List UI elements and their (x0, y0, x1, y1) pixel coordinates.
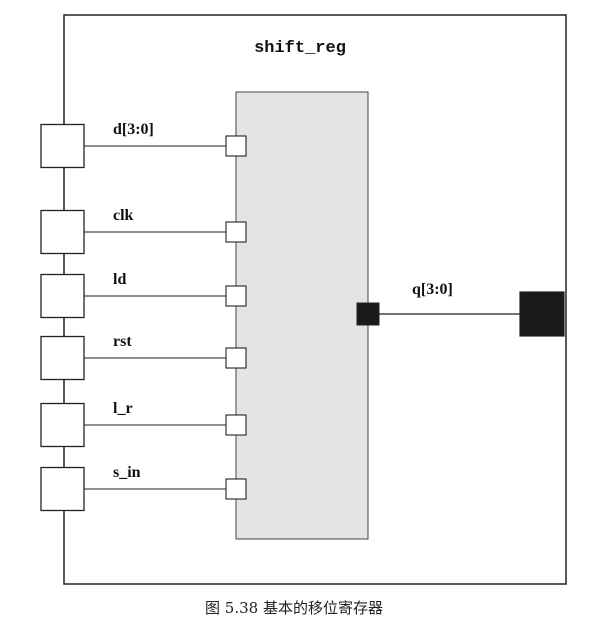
input-port-ld: ld (40, 271, 247, 319)
block-pin (225, 414, 247, 436)
module-port-box (40, 123, 85, 169)
block-pin (225, 221, 247, 243)
input-port-clk: clk (40, 207, 247, 255)
module-output-port-box (519, 291, 565, 337)
input-port-label: d[3:0] (113, 121, 154, 138)
module-port-box (40, 466, 85, 512)
input-port-s-in: s_in (40, 464, 247, 512)
module-title: shift_reg (254, 39, 346, 58)
input-port-label: rst (113, 333, 132, 350)
input-port-label: l_r (113, 400, 133, 417)
block-output-pin (356, 302, 380, 326)
input-port-d-3-0: d[3:0] (40, 121, 247, 169)
block-pin (225, 285, 247, 307)
figure-caption: 图 5.38 基本的移位寄存器 (205, 599, 383, 617)
inner-logic-block (235, 91, 369, 540)
module-port-box (40, 209, 85, 255)
block-pin (225, 478, 247, 500)
input-port-label: s_in (113, 464, 141, 481)
input-port-rst: rst (40, 333, 247, 381)
block-pin (225, 135, 247, 157)
output-ports: q[3:0] (356, 281, 565, 337)
input-port-label: ld (113, 271, 126, 288)
input-port-label: clk (113, 207, 134, 224)
module-port-box (40, 273, 85, 319)
module-port-box (40, 335, 85, 381)
input-ports: d[3:0] clk ld rst l_r s_in (40, 121, 247, 512)
module-port-box (40, 402, 85, 448)
output-port-q-3-0: q[3:0] (356, 281, 565, 337)
block-pin (225, 347, 247, 369)
output-port-label: q[3:0] (412, 281, 453, 298)
input-port-l-r: l_r (40, 400, 247, 448)
